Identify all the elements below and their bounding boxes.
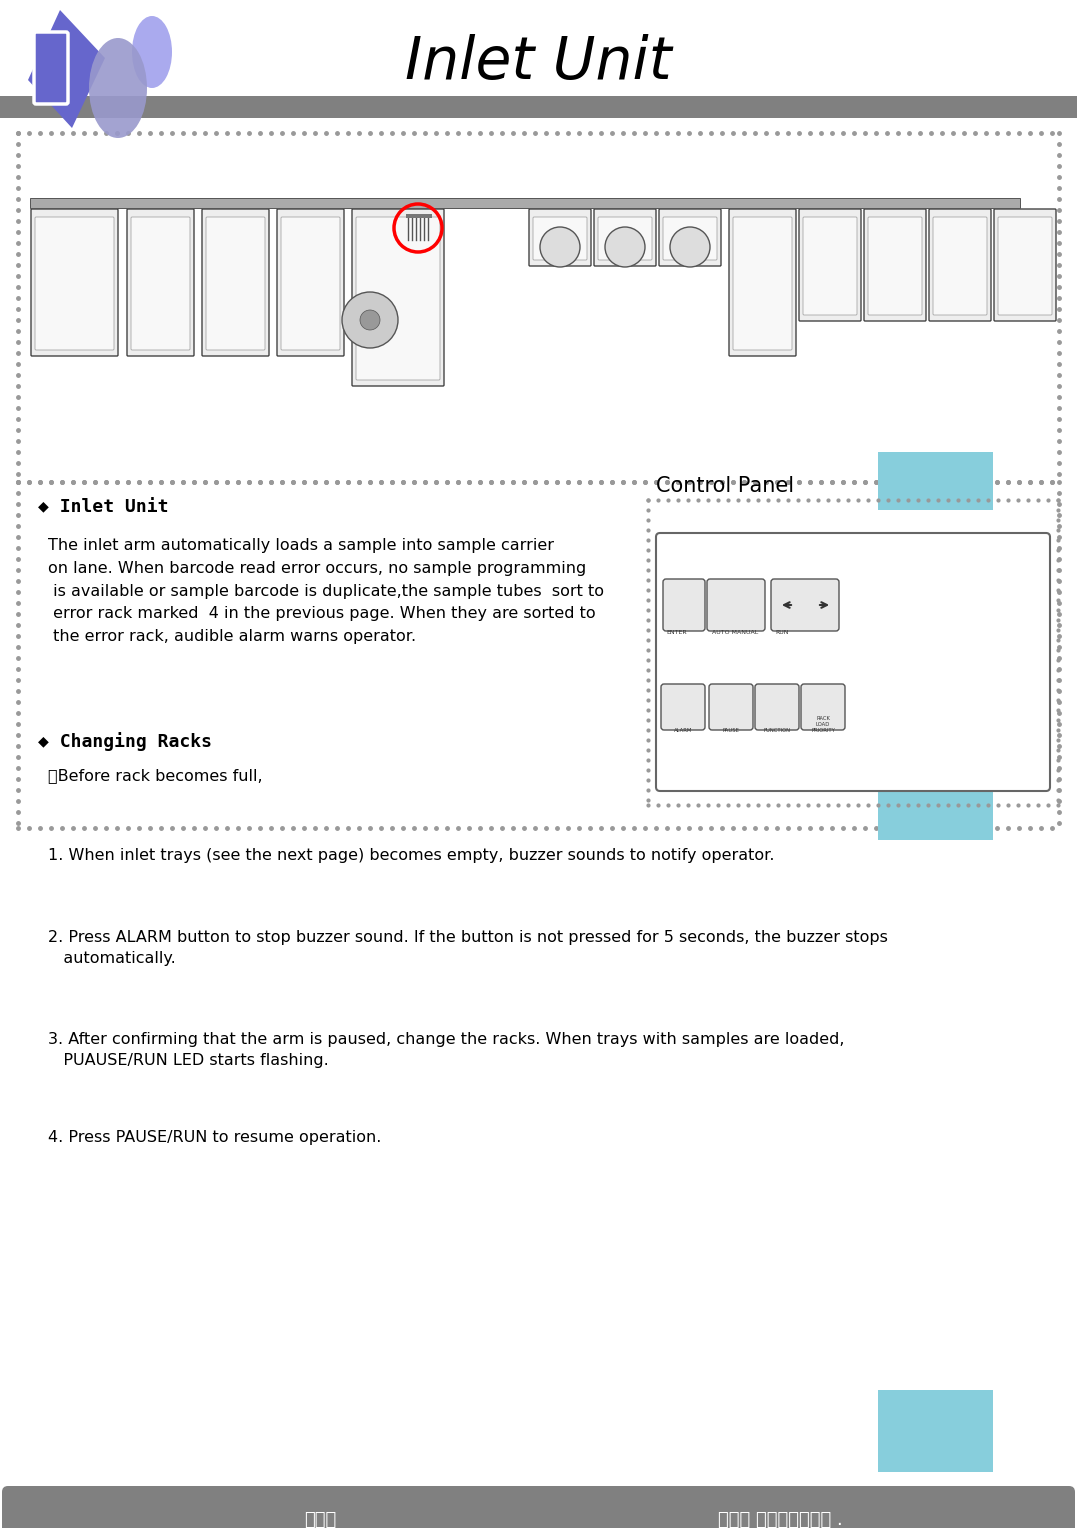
Circle shape bbox=[670, 228, 710, 267]
FancyBboxPatch shape bbox=[803, 217, 857, 315]
Text: Ｃ－５: Ｃ－５ bbox=[304, 1511, 336, 1528]
Bar bbox=[878, 782, 993, 840]
Text: Control Panel: Control Panel bbox=[656, 477, 794, 497]
Circle shape bbox=[540, 228, 581, 267]
FancyBboxPatch shape bbox=[34, 217, 114, 350]
FancyBboxPatch shape bbox=[352, 209, 444, 387]
Text: PAUSE: PAUSE bbox=[723, 727, 740, 733]
FancyBboxPatch shape bbox=[595, 209, 656, 266]
FancyBboxPatch shape bbox=[34, 32, 68, 104]
Text: ALARM: ALARM bbox=[674, 727, 693, 733]
Circle shape bbox=[360, 310, 380, 330]
FancyBboxPatch shape bbox=[598, 217, 652, 260]
FancyBboxPatch shape bbox=[31, 209, 118, 356]
Text: RUN: RUN bbox=[775, 630, 788, 636]
FancyBboxPatch shape bbox=[663, 579, 705, 631]
FancyBboxPatch shape bbox=[868, 217, 922, 315]
FancyBboxPatch shape bbox=[127, 209, 194, 356]
FancyBboxPatch shape bbox=[277, 209, 344, 356]
Text: RACK
LOAD
PRIORITY: RACK LOAD PRIORITY bbox=[811, 717, 835, 733]
FancyBboxPatch shape bbox=[994, 209, 1057, 321]
Text: FUNCTION: FUNCTION bbox=[764, 727, 791, 733]
Bar bbox=[878, 452, 993, 510]
Circle shape bbox=[342, 292, 398, 348]
Ellipse shape bbox=[89, 38, 146, 138]
FancyBboxPatch shape bbox=[709, 685, 753, 730]
Bar bbox=[878, 1390, 993, 1471]
Text: ◆ Changing Racks: ◆ Changing Racks bbox=[38, 732, 212, 750]
Text: ＩＤＳ Ｃｏ．，Ｌｔｄ .: ＩＤＳ Ｃｏ．，Ｌｔｄ . bbox=[717, 1511, 842, 1528]
FancyBboxPatch shape bbox=[663, 217, 717, 260]
Text: ◆ Inlet Unit: ◆ Inlet Unit bbox=[38, 498, 168, 516]
FancyBboxPatch shape bbox=[864, 209, 926, 321]
Text: 3. After confirming that the arm is paused, change the racks. When trays with sa: 3. After confirming that the arm is paus… bbox=[48, 1031, 844, 1068]
FancyBboxPatch shape bbox=[755, 685, 799, 730]
FancyBboxPatch shape bbox=[929, 209, 991, 321]
Ellipse shape bbox=[132, 15, 172, 89]
Text: Inlet Unit: Inlet Unit bbox=[405, 34, 671, 90]
Polygon shape bbox=[28, 11, 104, 128]
FancyBboxPatch shape bbox=[733, 217, 792, 350]
FancyBboxPatch shape bbox=[771, 579, 839, 631]
FancyBboxPatch shape bbox=[933, 217, 987, 315]
Text: AUTO MANUAL: AUTO MANUAL bbox=[712, 630, 758, 636]
Bar bbox=[30, 199, 1020, 208]
FancyBboxPatch shape bbox=[656, 533, 1050, 792]
FancyBboxPatch shape bbox=[801, 685, 845, 730]
FancyBboxPatch shape bbox=[661, 685, 705, 730]
Bar bbox=[0, 96, 1077, 118]
FancyBboxPatch shape bbox=[356, 217, 440, 380]
FancyBboxPatch shape bbox=[799, 209, 861, 321]
FancyBboxPatch shape bbox=[206, 217, 265, 350]
FancyBboxPatch shape bbox=[659, 209, 721, 266]
FancyBboxPatch shape bbox=[131, 217, 190, 350]
FancyBboxPatch shape bbox=[202, 209, 269, 356]
FancyBboxPatch shape bbox=[281, 217, 340, 350]
Text: ENTER: ENTER bbox=[666, 630, 687, 636]
Text: 2. Press ALARM button to stop buzzer sound. If the button is not pressed for 5 s: 2. Press ALARM button to stop buzzer sou… bbox=[48, 931, 887, 966]
FancyBboxPatch shape bbox=[729, 209, 796, 356]
Text: 4. Press PAUSE/RUN to resume operation.: 4. Press PAUSE/RUN to resume operation. bbox=[48, 1131, 381, 1144]
FancyBboxPatch shape bbox=[529, 209, 591, 266]
FancyBboxPatch shape bbox=[533, 217, 587, 260]
FancyBboxPatch shape bbox=[2, 1487, 1075, 1528]
FancyBboxPatch shape bbox=[707, 579, 765, 631]
Text: The inlet arm automatically loads a sample into sample carrier
on lane. When bar: The inlet arm automatically loads a samp… bbox=[48, 538, 604, 645]
Text: 1. When inlet trays (see the next page) becomes empty, buzzer sounds to notify o: 1. When inlet trays (see the next page) … bbox=[48, 848, 774, 863]
FancyBboxPatch shape bbox=[998, 217, 1052, 315]
Text: ･Before rack becomes full,: ･Before rack becomes full, bbox=[48, 769, 263, 782]
Circle shape bbox=[605, 228, 645, 267]
Bar bbox=[406, 214, 432, 219]
